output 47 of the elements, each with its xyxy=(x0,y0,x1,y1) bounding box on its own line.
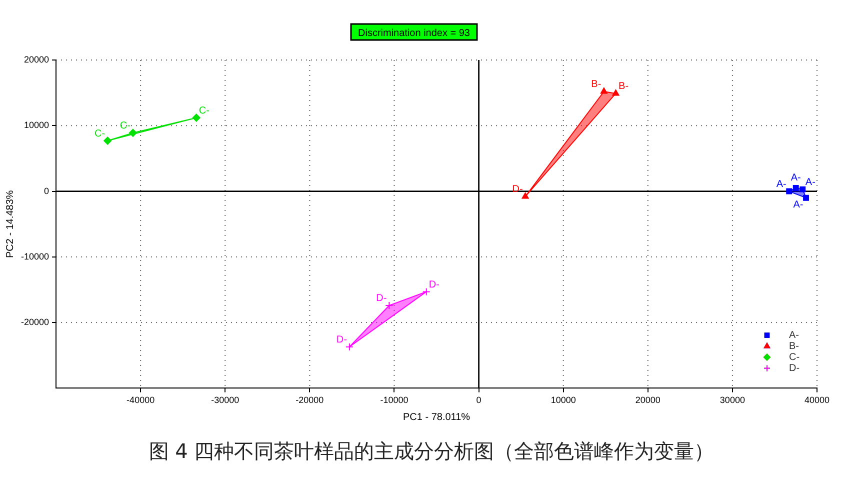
y-tick-label: 10000 xyxy=(24,120,50,130)
chart-title: Discrimination index = 93 xyxy=(358,28,470,39)
x-tick-label: 0 xyxy=(476,395,482,406)
annotation: A- xyxy=(793,200,804,211)
annotation: D- xyxy=(376,293,387,304)
y-tick-label: -10000 xyxy=(20,251,50,262)
y-tick-label: 0 xyxy=(44,186,50,196)
x-axis-title: PC1 - 78.011% xyxy=(402,412,470,423)
annotation: A- xyxy=(776,178,786,190)
x-tick-label: 10000 xyxy=(550,395,576,406)
point xyxy=(522,192,529,199)
legend-label: A- xyxy=(789,330,799,341)
point xyxy=(422,288,430,296)
legend-label: C- xyxy=(789,352,800,363)
annotation: C- xyxy=(94,128,106,140)
annotation: A- xyxy=(805,176,816,188)
annotation: D- xyxy=(336,334,347,346)
annotation: B- xyxy=(591,79,602,90)
legend-label: B- xyxy=(789,340,799,352)
point xyxy=(600,88,608,94)
annotation: C- xyxy=(198,105,210,116)
x-tick-label: -20000 xyxy=(296,395,324,406)
point xyxy=(803,194,809,201)
x-tick-label: -40000 xyxy=(126,395,155,406)
y-tick-label: 20000 xyxy=(24,54,50,64)
point xyxy=(385,301,394,310)
annotation: B- xyxy=(618,81,629,92)
x-tick-label: -10000 xyxy=(380,395,408,406)
x-tick-label: 40000 xyxy=(804,395,830,406)
x-tick-label: 20000 xyxy=(635,395,660,406)
point xyxy=(192,114,200,122)
point xyxy=(792,185,799,191)
annotation: A- xyxy=(790,172,801,184)
point xyxy=(786,188,792,194)
annotation: D- xyxy=(428,279,440,290)
annotation: C- xyxy=(120,120,130,132)
point xyxy=(104,136,112,145)
point xyxy=(345,342,354,351)
legend-label: D- xyxy=(789,362,800,374)
x-tick-label: 30000 xyxy=(720,395,745,406)
caption: 图 4 四种不同茶叶样品的主成分分析图（全部色谱峰作为变量） xyxy=(148,438,716,465)
y-axis-title: PC2 - 14.483% xyxy=(4,190,16,258)
point xyxy=(128,128,137,137)
point xyxy=(612,89,620,96)
point xyxy=(800,186,806,192)
x-tick-label: -30000 xyxy=(211,395,240,406)
y-tick-label: -20000 xyxy=(20,317,50,328)
